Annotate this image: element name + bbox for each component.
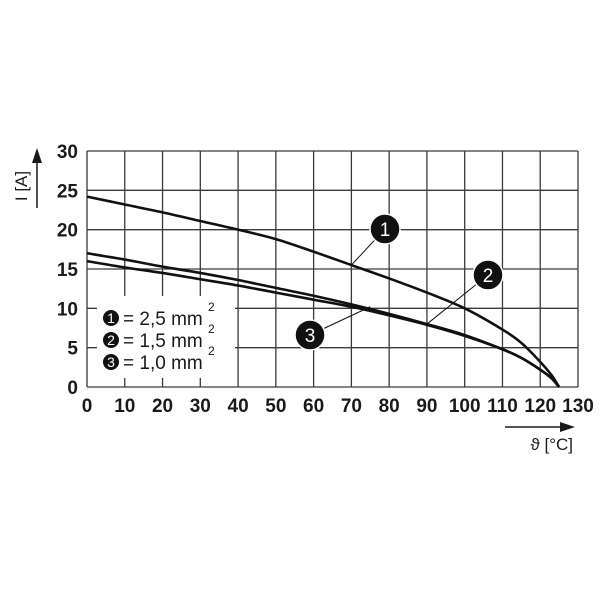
y-tick-label: 15 [57, 260, 79, 281]
svg-text:3: 3 [107, 354, 115, 370]
svg-text:2: 2 [483, 266, 494, 287]
legend-label: = 1,0 mm [123, 353, 203, 374]
y-axis-label: I [A] [12, 171, 31, 201]
x-tick-label: 10 [114, 396, 135, 417]
chart-grid [86, 150, 579, 388]
y-tick-label: 5 [67, 339, 78, 360]
x-tick-label: 130 [562, 396, 594, 417]
legend-marker-1 [103, 310, 119, 326]
arrow-right-icon [560, 422, 575, 432]
svg-text:2: 2 [208, 300, 215, 314]
x-tick-label: 90 [416, 396, 437, 417]
x-axis-title: ϑ [°C] [505, 422, 575, 454]
svg-text:3: 3 [305, 326, 316, 347]
legend-label: = 1,5 mm [123, 331, 203, 352]
x-tick-label: 40 [228, 396, 249, 417]
x-tick-label: 120 [524, 396, 556, 417]
svg-text:1: 1 [380, 220, 391, 241]
x-tick-label: 80 [379, 396, 400, 417]
legend: 1 = 2,5 mm 2 2 = 1,5 mm 2 3 = 1,0 mm 2 [97, 296, 235, 378]
x-tick-label: 50 [265, 396, 286, 417]
svg-text:2: 2 [208, 322, 215, 336]
curve-1 [86, 195, 561, 388]
x-tick-label: 60 [303, 396, 324, 417]
x-tick-label: 0 [82, 396, 93, 417]
y-tick-label: 10 [57, 299, 78, 320]
callout-2 [472, 259, 504, 291]
curve-3 [86, 259, 561, 388]
arrow-up-icon [32, 148, 42, 163]
y-tick-label: 0 [67, 378, 78, 399]
curve-callouts: 1 2 3 [294, 213, 504, 351]
y-tick-label: 30 [57, 142, 78, 163]
x-tick-label: 30 [190, 396, 211, 417]
callout-1 [369, 213, 401, 245]
legend-label: = 2,5 mm [123, 309, 203, 330]
callout-3 [294, 319, 326, 351]
legend-marker-3 [103, 354, 119, 370]
svg-text:2: 2 [208, 344, 215, 358]
svg-text:2: 2 [107, 332, 115, 348]
x-tick-label: 20 [152, 396, 173, 417]
svg-text:1: 1 [107, 310, 115, 326]
x-axis-label: ϑ [°C] [530, 435, 573, 454]
y-tick-label: 25 [57, 181, 79, 202]
legend-marker-2 [103, 332, 119, 348]
x-axis-ticks: 0 10 20 30 40 50 60 70 80 90 100 110 120 130 [82, 396, 594, 417]
y-axis-title: I [A] [12, 148, 42, 208]
x-tick-label: 100 [449, 396, 481, 417]
y-tick-label: 20 [57, 221, 78, 242]
x-tick-label: 70 [341, 396, 362, 417]
x-tick-label: 110 [487, 396, 518, 417]
chart-curves [86, 195, 561, 388]
y-axis-ticks: 0 5 10 15 20 25 30 [57, 142, 79, 399]
